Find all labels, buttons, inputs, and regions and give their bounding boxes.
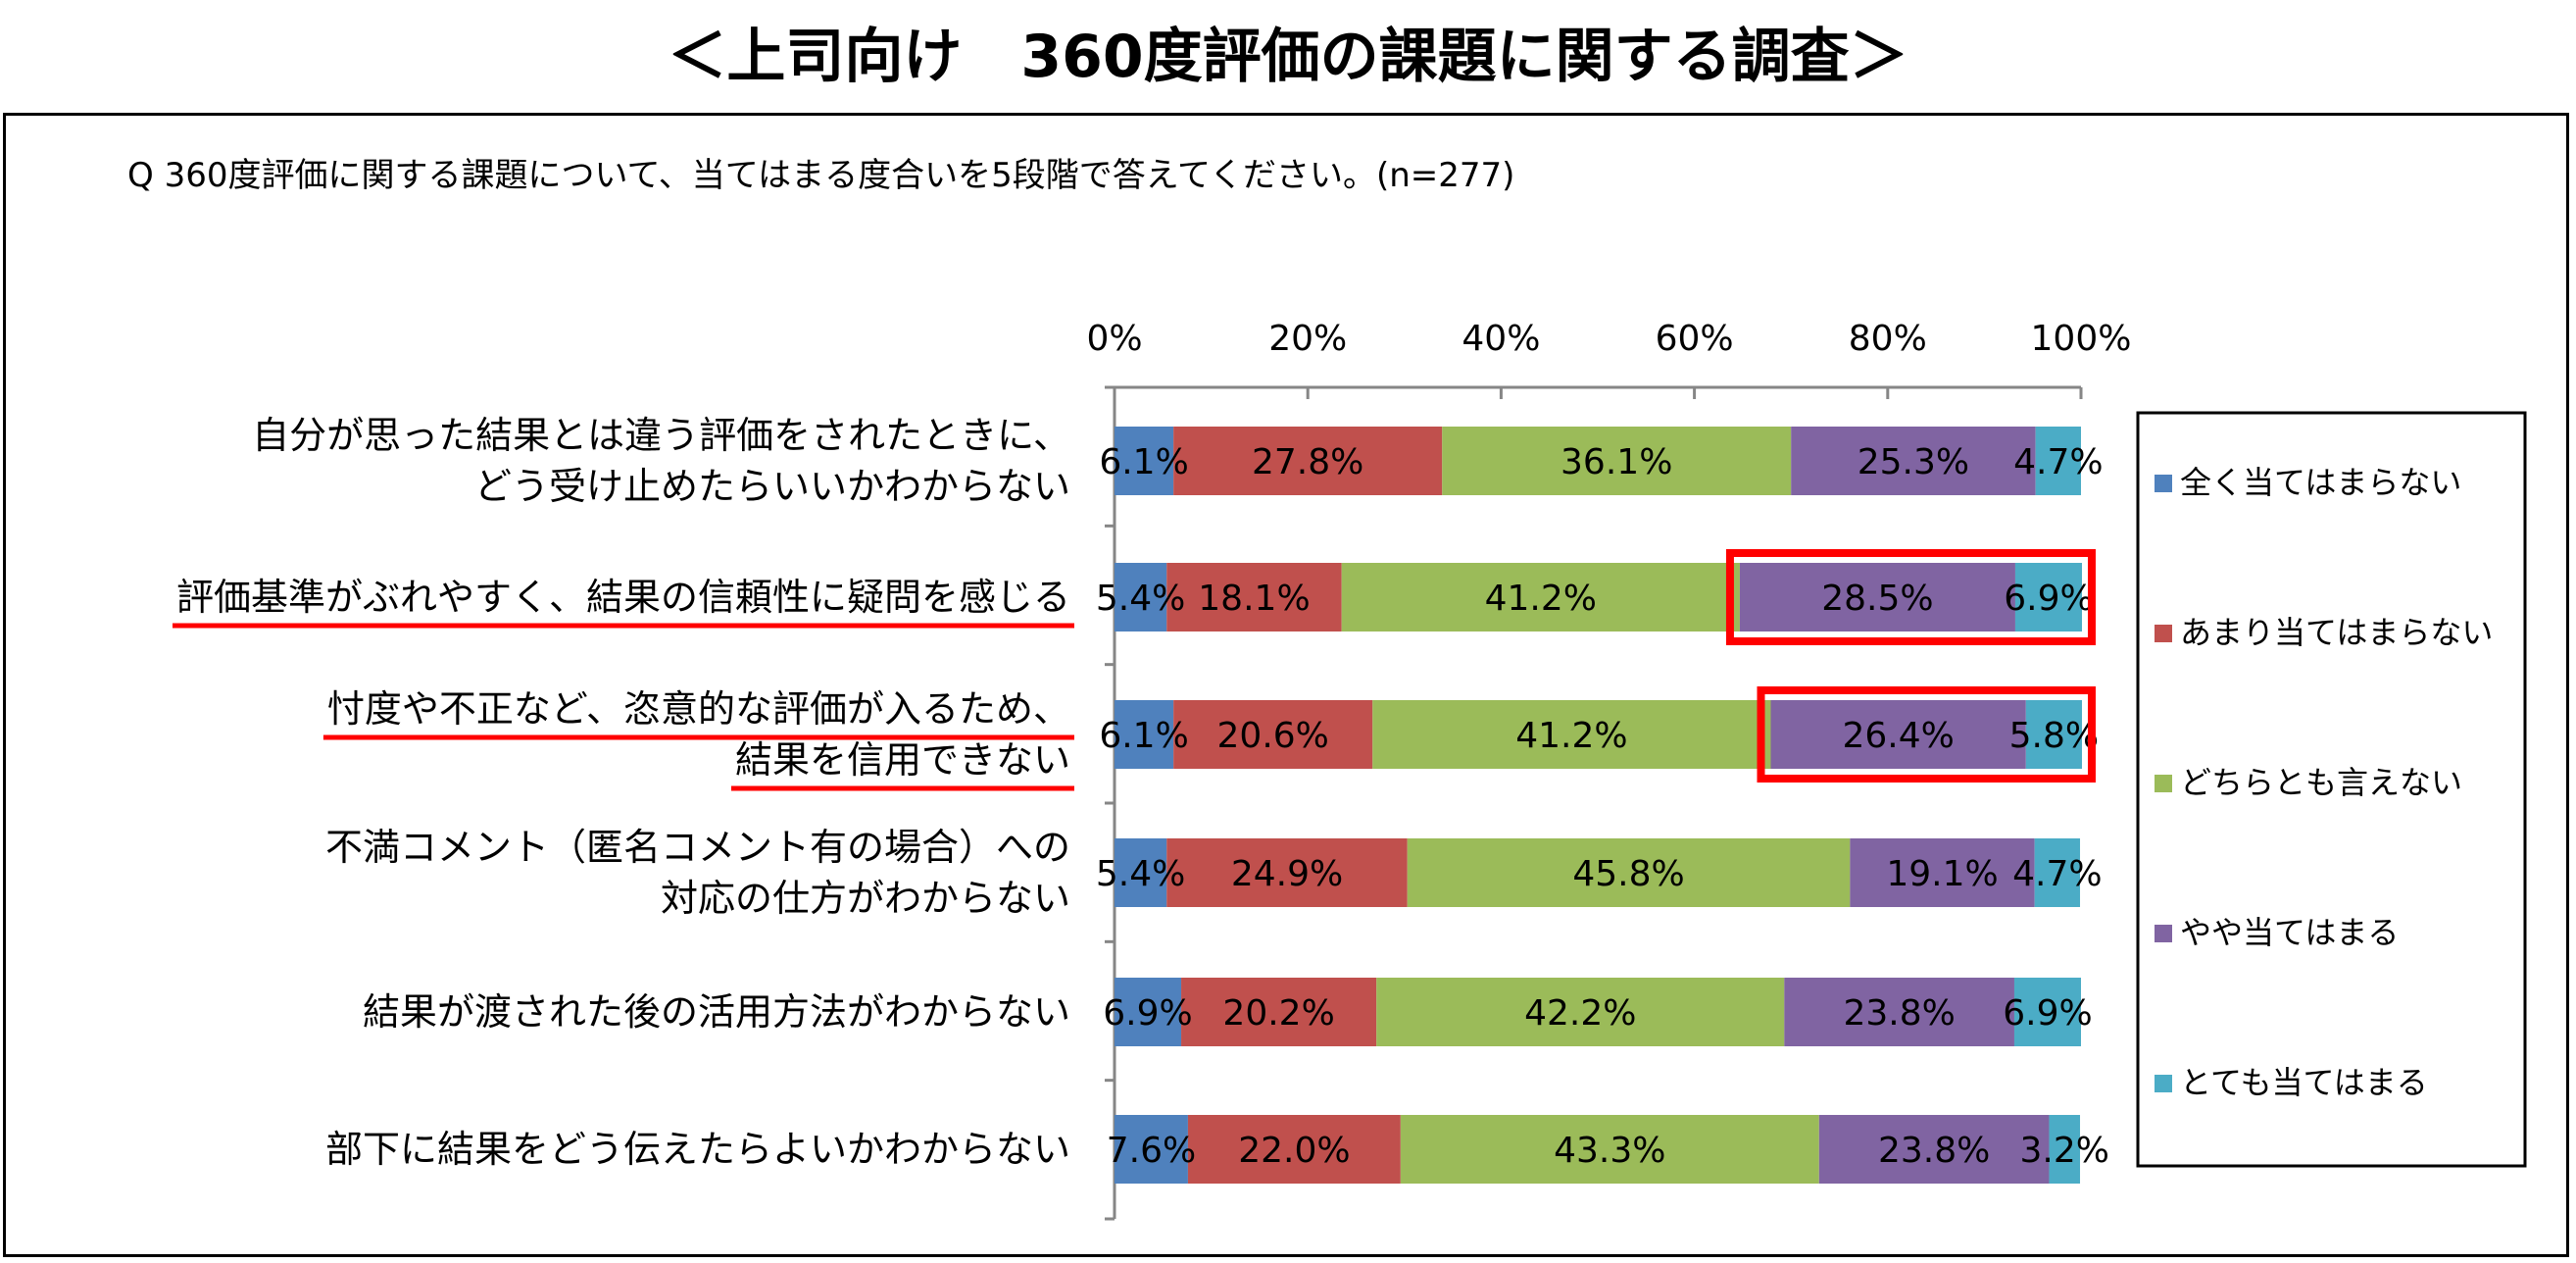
category-label: 忖度や不正など、恣意的な評価が入るため、 (327, 687, 1070, 731)
data-label: 19.1% (1886, 854, 1998, 894)
bar-segment (1784, 978, 2014, 1046)
data-label: 45.8% (1572, 854, 1684, 894)
category-label: 部下に結果をどう伝えたらよいかわからない (325, 1128, 1070, 1171)
category-label: 不満コメント（匿名コメント有の場合）への (325, 826, 1070, 869)
highlight-box (1725, 549, 2096, 645)
bar-segment (1818, 1115, 2050, 1184)
data-label: 6.1% (1099, 716, 1188, 756)
data-label: 5.4% (1096, 854, 1185, 894)
bar-segment (1115, 1115, 1188, 1184)
bar-segment (1400, 1115, 1819, 1184)
data-label: 43.3% (1554, 1131, 1665, 1171)
x-tick-label: 60% (1656, 319, 1734, 359)
data-label: 6.9% (2003, 993, 2092, 1034)
data-label: 23.8% (1878, 1131, 1990, 1171)
data-label: 22.0% (1238, 1131, 1350, 1171)
bar-segment (1791, 427, 2036, 495)
bar-segment (2014, 563, 2082, 632)
data-label: 7.6% (1107, 1131, 1196, 1171)
bar-segment (1770, 700, 2026, 769)
bar-segment (1115, 978, 1182, 1046)
data-label: 5.8% (2009, 716, 2099, 756)
bar-segment (1173, 427, 1443, 495)
legend-swatch (2155, 625, 2172, 642)
bar-segment (1115, 563, 1167, 632)
x-tick-label: 100% (2031, 319, 2132, 359)
data-label: 6.9% (1103, 993, 1192, 1034)
bar-segment (1115, 427, 1174, 495)
category-label: 評価基準がぶれやすく、結果の信頼性に疑問を感じる (176, 576, 1070, 619)
data-label: 4.7% (2013, 442, 2103, 482)
bar-segment (1376, 978, 1785, 1046)
data-label: 4.7% (2012, 854, 2102, 894)
x-tick-label: 20% (1268, 319, 1347, 359)
chart-frame (3, 113, 2569, 1257)
bar-segment (1115, 700, 1174, 769)
data-label: 26.4% (1842, 716, 1954, 756)
data-label: 36.1% (1560, 442, 1672, 482)
bar-segment (1372, 700, 1771, 769)
data-label: 20.2% (1222, 993, 1334, 1034)
bar-segment (1115, 838, 1167, 907)
x-tick-label: 40% (1461, 319, 1540, 359)
data-label: 42.2% (1524, 993, 1636, 1034)
bar-segment (1181, 978, 1377, 1046)
data-label: 27.8% (1252, 442, 1363, 482)
highlight-box (1757, 686, 2096, 783)
legend-swatch (2155, 475, 2172, 492)
x-tick-label: 80% (1849, 319, 1927, 359)
bar-segment (1187, 1115, 1401, 1184)
data-label: 6.9% (2004, 579, 2093, 619)
legend-swatch (2155, 925, 2172, 942)
legend-box (2136, 411, 2527, 1168)
bar-segment (1442, 427, 1792, 495)
data-label: 28.5% (1821, 579, 1933, 619)
data-label: 25.3% (1858, 442, 1969, 482)
bar-segment (2035, 427, 2081, 495)
category-label: 結果が渡された後の活用方法がわからない (363, 990, 1070, 1034)
category-label: 結果を信用できない (735, 738, 1070, 782)
bar-segment (1166, 563, 1342, 632)
x-tick-label: 0% (1086, 319, 1142, 359)
bar-segment (1341, 563, 1740, 632)
legend-swatch (2155, 1075, 2172, 1092)
legend-swatch (2155, 775, 2172, 792)
data-label: 6.1% (1099, 442, 1188, 482)
bar-segment (1407, 838, 1851, 907)
data-label: 18.1% (1198, 579, 1310, 619)
survey-question: Q 360度評価に関する課題について、当てはまる度合いを5段階で答えてください。… (127, 156, 1515, 195)
bar-segment (2049, 1115, 2081, 1184)
bar-segment (2013, 978, 2081, 1046)
data-label: 3.2% (2020, 1131, 2109, 1171)
bar-segment (1739, 563, 2015, 632)
category-label: 対応の仕方がわからない (661, 877, 1070, 920)
bar-segment (1850, 838, 2035, 907)
data-label: 41.2% (1485, 579, 1597, 619)
data-label: 23.8% (1843, 993, 1955, 1034)
legend-label: どちらとも言えない (2180, 764, 2462, 801)
data-label: 41.2% (1515, 716, 1627, 756)
bar-segment (2025, 700, 2082, 769)
legend-label: やや当てはまる (2180, 914, 2399, 951)
legend-label: あまり当てはまらない (2180, 614, 2493, 651)
category-label: 自分が思った結果とは違う評価をされたときに、 (252, 414, 1070, 457)
bar-segment (1166, 838, 1408, 907)
category-label: どう受け止めたらいいかわからない (474, 465, 1070, 508)
bar-segment (1173, 700, 1373, 769)
data-label: 5.4% (1096, 579, 1185, 619)
data-label: 20.6% (1217, 716, 1329, 756)
legend-label: とても当てはまる (2180, 1064, 2428, 1101)
page-title: ＜上司向け 360度評価の課題に関する調査＞ (668, 23, 1908, 91)
data-label: 24.9% (1231, 854, 1343, 894)
legend-label: 全く当てはまらない (2180, 464, 2461, 501)
bar-segment (2034, 838, 2081, 907)
